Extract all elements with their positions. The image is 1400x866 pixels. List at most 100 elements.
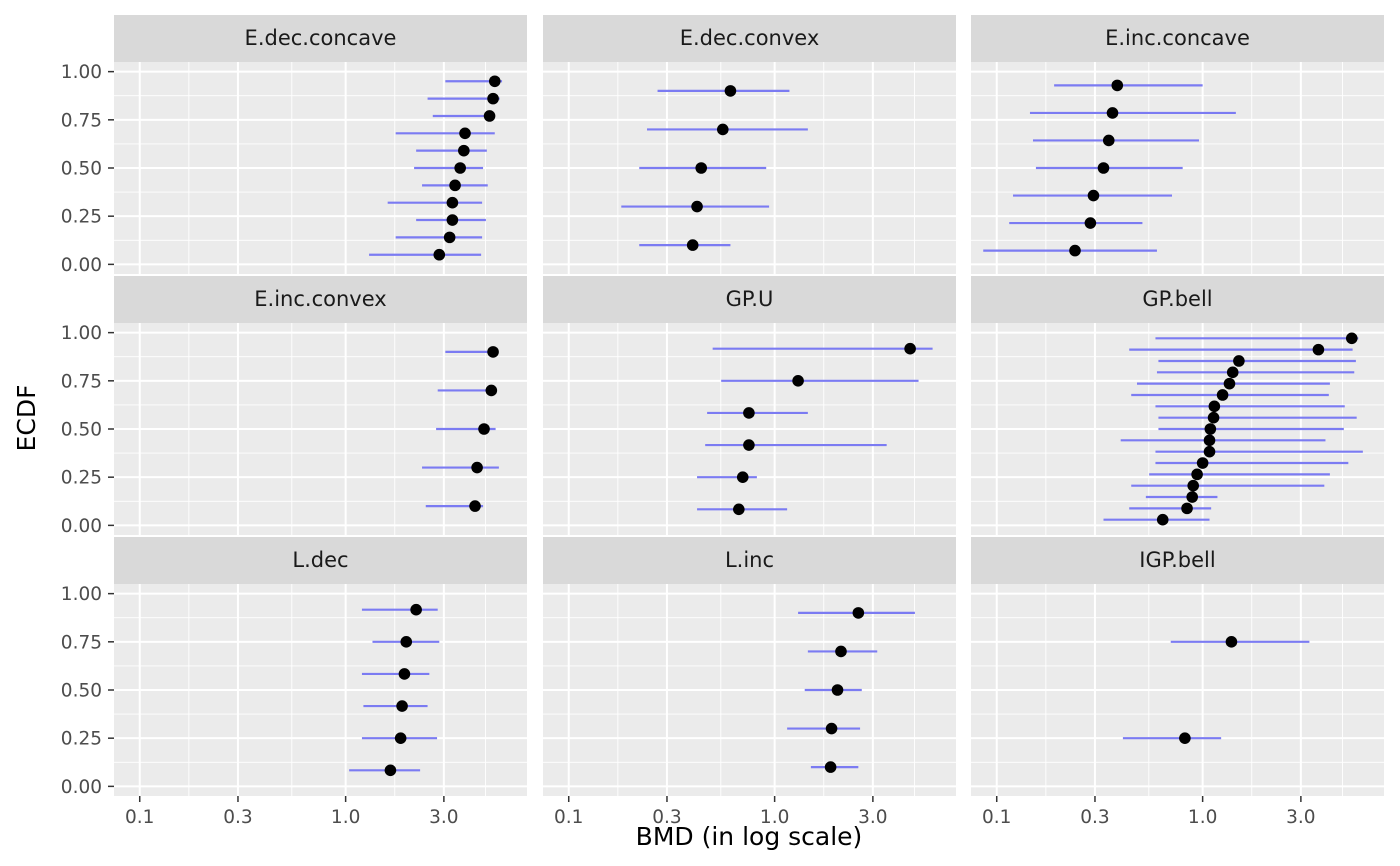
x-tick-label: 1.0 bbox=[1188, 807, 1217, 828]
y-tick-label: 0.25 bbox=[61, 207, 102, 228]
bmd-point bbox=[449, 179, 461, 192]
bmd-point bbox=[485, 384, 498, 397]
bmd-point bbox=[1181, 502, 1193, 515]
y-tick-label: 0.00 bbox=[61, 516, 102, 537]
facet-strip bbox=[971, 276, 1384, 323]
facet-strip-label: E.inc.convex bbox=[254, 287, 386, 311]
bmd-point bbox=[487, 346, 499, 358]
bmd-point bbox=[446, 214, 459, 226]
facet-panel-E.dec.convex: E.dec.convex bbox=[543, 15, 956, 274]
bmd-point bbox=[852, 607, 865, 619]
y-tick-label: 0.50 bbox=[61, 681, 102, 702]
bmd-point bbox=[443, 231, 456, 244]
facet-strip-label: GP.bell bbox=[1142, 287, 1212, 311]
bmd-point bbox=[835, 645, 847, 658]
bmd-point bbox=[1223, 377, 1236, 390]
bmd-point bbox=[743, 439, 755, 451]
bmd-point bbox=[487, 92, 499, 105]
facet-strip bbox=[543, 276, 956, 323]
facet-strip bbox=[971, 15, 1384, 62]
bmd-point bbox=[1203, 434, 1216, 447]
bmd-point bbox=[396, 700, 408, 712]
bmd-point bbox=[824, 761, 837, 773]
bmd-point bbox=[695, 162, 708, 174]
bmd-point bbox=[1084, 217, 1097, 229]
bmd-point bbox=[1186, 491, 1199, 503]
bmd-point bbox=[1216, 389, 1229, 401]
bmd-point bbox=[446, 196, 459, 209]
y-tick-label: 0.75 bbox=[61, 632, 102, 653]
bmd-point bbox=[384, 764, 397, 777]
bmd-point bbox=[394, 732, 407, 744]
bmd-point bbox=[1345, 332, 1358, 345]
bmd-point bbox=[1208, 400, 1221, 413]
bmd-point bbox=[1102, 134, 1115, 147]
bmd-point bbox=[400, 636, 413, 648]
x-tick-label: 0.1 bbox=[554, 807, 583, 828]
y-tick-label: 1.00 bbox=[61, 62, 102, 83]
x-tick-label: 3.0 bbox=[858, 807, 887, 828]
bmd-point bbox=[1233, 355, 1245, 367]
bmd-point bbox=[686, 239, 699, 251]
bmd-point bbox=[483, 110, 496, 122]
bmd-point bbox=[743, 407, 755, 419]
facet-strip bbox=[543, 537, 956, 584]
bmd-point bbox=[733, 503, 745, 516]
x-axis-title: BMD (in log scale) bbox=[636, 822, 863, 851]
facet-panel-GP.bell: GP.bell bbox=[971, 276, 1384, 535]
bmd-point bbox=[1156, 513, 1169, 526]
bmd-point bbox=[433, 248, 446, 261]
facet-strip-label: GP.U bbox=[726, 287, 774, 311]
y-tick-label: 0.75 bbox=[61, 110, 102, 131]
bmd-point bbox=[1226, 366, 1239, 379]
bmd-point bbox=[1179, 732, 1191, 744]
bmd-point bbox=[691, 200, 703, 213]
facet-strip-label: E.inc.concave bbox=[1105, 26, 1250, 50]
x-tick-label: 0.3 bbox=[1080, 807, 1109, 828]
y-tick-label: 0.50 bbox=[61, 159, 102, 180]
y-tick-label: 0.00 bbox=[61, 777, 102, 798]
facet-strip-label: E.dec.convex bbox=[680, 26, 820, 50]
bmd-point bbox=[825, 722, 838, 735]
x-tick-label: 1.0 bbox=[760, 807, 789, 828]
bmd-point bbox=[410, 603, 422, 616]
facet-strip bbox=[971, 537, 1384, 584]
x-tick-label: 0.1 bbox=[982, 807, 1011, 828]
x-tick-label: 3.0 bbox=[429, 807, 458, 828]
y-tick-label: 1.00 bbox=[61, 584, 102, 605]
facet-panel-E.inc.concave: E.inc.concave bbox=[971, 15, 1384, 274]
facet-strip-label: L.inc bbox=[725, 548, 774, 572]
bmd-point bbox=[736, 471, 749, 483]
bmd-point bbox=[1111, 79, 1124, 92]
bmd-point bbox=[1069, 244, 1081, 257]
facet-panels: E.dec.concave0.000.250.500.751.00E.dec.c… bbox=[61, 15, 1384, 828]
bmd-point bbox=[459, 127, 471, 140]
bmd-point bbox=[458, 144, 470, 157]
bmd-point bbox=[1207, 411, 1220, 424]
y-tick-label: 1.00 bbox=[61, 323, 102, 344]
bmd-point bbox=[792, 375, 804, 387]
y-tick-label: 0.25 bbox=[61, 729, 102, 750]
y-tick-label: 0.00 bbox=[61, 255, 102, 276]
bmd-point bbox=[1106, 107, 1119, 119]
y-tick-label: 0.50 bbox=[61, 420, 102, 441]
bmd-point bbox=[398, 668, 411, 680]
bmd-point bbox=[716, 123, 729, 136]
bmd-point bbox=[1196, 457, 1209, 469]
bmd-point bbox=[724, 85, 737, 97]
bmd-point bbox=[469, 500, 481, 512]
bmd-point bbox=[1087, 189, 1100, 202]
bmd-point bbox=[1203, 445, 1216, 458]
y-tick-label: 0.75 bbox=[61, 371, 102, 392]
bmd-point bbox=[478, 423, 490, 435]
bmd-point bbox=[1312, 343, 1325, 356]
bmd-point bbox=[1225, 636, 1238, 648]
facet-panel-IGP.bell: IGP.bell 0.1 0.3 1.0 3.0 bbox=[971, 537, 1384, 828]
x-tick-label: 0.3 bbox=[652, 807, 681, 828]
facet-strip-label: IGP.bell bbox=[1139, 548, 1215, 572]
x-tick-label: 1.0 bbox=[331, 807, 360, 828]
facet-panel-E.dec.concave: E.dec.concave 0.00 0.25 0.50 0.75 1.00 bbox=[61, 15, 527, 276]
facet-strip bbox=[543, 15, 956, 62]
facet-strip bbox=[114, 15, 527, 62]
y-tick-label: 0.25 bbox=[61, 468, 102, 489]
